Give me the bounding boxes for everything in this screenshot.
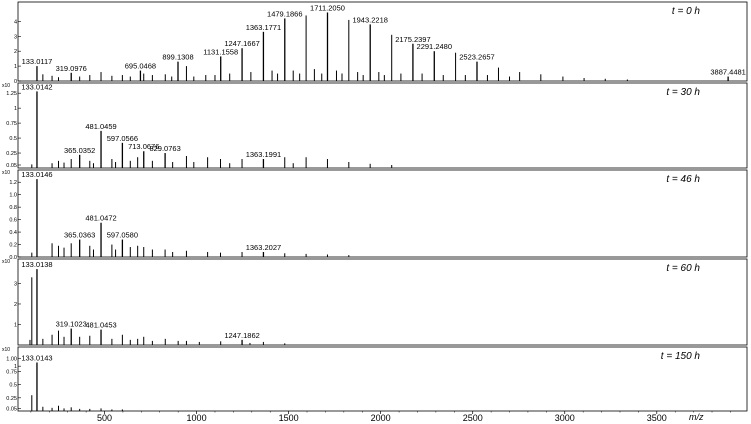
y-tick-label: 0.8 <box>9 205 17 211</box>
x-axis: 500 1000 1500 2000 2500 3000 3500 <box>30 411 731 423</box>
time-label: t = 0 h <box>672 6 701 17</box>
intensity-scale-label: x10 <box>2 83 10 89</box>
peak-label: 133.0142 <box>21 82 52 91</box>
peak-label: 899.1308 <box>162 53 193 62</box>
peak-label: 1943.2218 <box>352 15 387 24</box>
spectrum-panel: 0.05 0.25 0.5 0.751 1.00 x10 133.0143 t = 150 h <box>2 346 748 412</box>
x-tick-label: 1500 <box>279 413 299 423</box>
intensity-scale-label: x10 <box>2 170 10 176</box>
peak-label: 1711.2050 <box>310 3 345 12</box>
y-tick-label: 3 <box>14 281 17 287</box>
peak-label: 481.0472 <box>85 214 116 223</box>
y-tick-label: 1 <box>14 364 17 370</box>
x-tick-label: 3000 <box>555 413 575 423</box>
peak-label: 1479.1866 <box>267 9 302 18</box>
x-axis-label: m/z <box>689 412 704 422</box>
spectrum-panel: 0.0 0.2 0.4 0.6 0.8 1.0 1.2 x10 133.0146 365.0363… <box>2 169 748 261</box>
peak-label: 133.0138 <box>21 260 52 269</box>
x-tick-label: 500 <box>97 413 112 423</box>
y-tick-label: 2 <box>14 302 17 308</box>
peak-label: 1363.1991 <box>246 150 281 159</box>
peak-label: 1131.1558 <box>203 47 238 56</box>
peak-label: 1247.1862 <box>224 331 259 340</box>
peak-label: 597.0580 <box>107 231 138 240</box>
panel-frame <box>17 82 748 169</box>
peak-label: 319.0976 <box>56 64 87 73</box>
peak-label: 365.0363 <box>64 231 95 240</box>
peak-label: 713.0676 <box>128 142 159 151</box>
x-tick-label: 3500 <box>647 413 667 423</box>
y-tick-label: 0 <box>14 79 17 85</box>
time-label: t = 30 h <box>666 87 700 98</box>
spectrum-panel: 0.05 0.25 0.5 0.75 1 1.25 x10 133.0142 365.0352 4… <box>2 82 748 169</box>
time-label: t = 46 h <box>666 174 700 185</box>
panel-frame <box>17 1 748 82</box>
x-tick-label: 2500 <box>463 413 483 423</box>
peak-label: 3887.4481 <box>710 68 745 77</box>
x-tick-label: 1000 <box>187 413 207 423</box>
y-tick-label: 2 <box>14 49 17 55</box>
y-tick-label: 0.5 <box>9 136 17 142</box>
peak-label: 365.0352 <box>64 146 95 155</box>
time-label: t = 60 h <box>666 263 700 274</box>
intensity-scale-label: x10 <box>2 347 10 353</box>
peak-label: 133.0146 <box>21 170 52 179</box>
time-label: t = 150 h <box>661 351 701 362</box>
y-tick-label: 1.25 <box>6 91 17 97</box>
peak-label: 2175.2397 <box>395 35 430 44</box>
y-tick-label: 0.25 <box>6 151 17 157</box>
y-tick-label: 4 <box>14 19 17 25</box>
peak-label: 2291.2480 <box>417 42 452 51</box>
y-tick-label: 0.5 <box>9 383 17 389</box>
panel-frame <box>17 258 748 346</box>
y-tick-label: 0.2 <box>9 243 17 249</box>
intensity-scale-label: x10 <box>2 259 10 265</box>
peak-label: 1247.1667 <box>224 39 259 48</box>
panel-frame <box>17 346 748 412</box>
y-tick-label: 0.75 <box>6 121 17 127</box>
peak-label: 481.0453 <box>85 321 116 330</box>
peak-label: 597.0566 <box>107 134 138 143</box>
peak-label: 1363.2027 <box>246 243 281 252</box>
peak-label: 133.0143 <box>21 353 52 362</box>
y-tick-label: 1 <box>14 322 17 328</box>
y-tick-label: 0.75 <box>6 369 17 375</box>
peak-label: 133.0117 <box>22 57 53 66</box>
y-tick-label: 0.05 <box>6 406 17 412</box>
x-tick-label: 2000 <box>371 413 391 423</box>
peak-label: 1363.1771 <box>246 23 281 32</box>
peak-label: 695.0468 <box>125 62 156 71</box>
y-tick-label: 3 <box>14 34 17 40</box>
y-tick-label: 0.4 <box>9 230 17 236</box>
y-tick-label: 1 <box>14 64 17 70</box>
y-tick-label: 0.25 <box>6 396 17 402</box>
peak-label: 2523.2657 <box>459 53 494 62</box>
y-tick-label: 1 <box>14 106 17 112</box>
y-tick-label: 1.00 <box>6 356 17 362</box>
peak-label: 829.0763 <box>149 144 180 153</box>
peak-label: 319.1023 <box>56 320 87 329</box>
peak-label: 481.0459 <box>85 122 116 131</box>
y-tick-label: 0.6 <box>9 218 17 224</box>
y-tick-label: 0.05 <box>6 163 17 169</box>
y-tick-label: 0.0 <box>9 255 17 261</box>
y-tick-label: 1.0 <box>9 193 17 199</box>
y-tick-label: 1.2 <box>9 180 17 186</box>
panel-frame <box>17 169 748 258</box>
